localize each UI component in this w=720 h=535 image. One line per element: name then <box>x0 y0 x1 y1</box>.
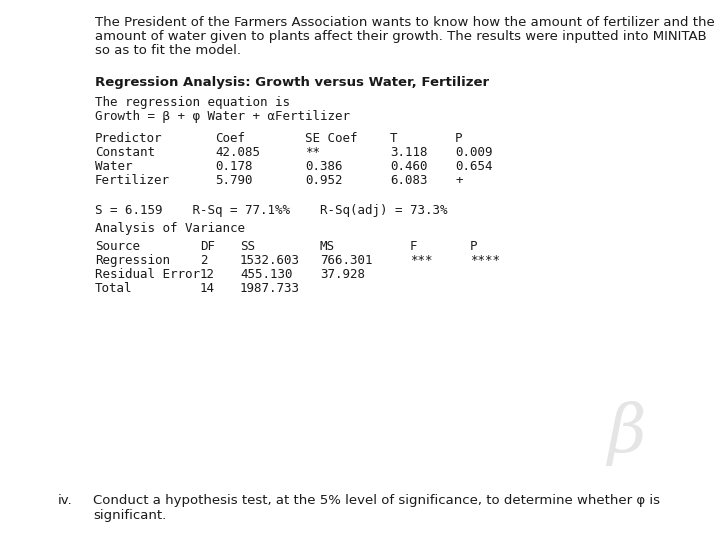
Text: +: + <box>455 174 462 187</box>
Text: Conduct a hypothesis test, at the 5% level of significance, to determine whether: Conduct a hypothesis test, at the 5% lev… <box>93 494 660 507</box>
Text: P: P <box>455 132 462 145</box>
Text: F: F <box>410 240 418 253</box>
Text: The regression equation is: The regression equation is <box>95 96 290 109</box>
Text: Source: Source <box>95 240 140 253</box>
Text: 0.386: 0.386 <box>305 160 343 173</box>
Text: SS: SS <box>240 240 255 253</box>
Text: 37.928: 37.928 <box>320 268 365 281</box>
Text: SE Coef: SE Coef <box>305 132 358 145</box>
Text: Growth = β + φ Water + αFertilizer: Growth = β + φ Water + αFertilizer <box>95 110 350 123</box>
Text: Analysis of Variance: Analysis of Variance <box>95 222 245 235</box>
Text: Residual Error: Residual Error <box>95 268 200 281</box>
Text: β: β <box>607 401 646 466</box>
Text: Coef: Coef <box>215 132 245 145</box>
Text: 1987.733: 1987.733 <box>240 282 300 295</box>
Text: Water: Water <box>95 160 132 173</box>
Text: 0.654: 0.654 <box>455 160 492 173</box>
Text: amount of water given to plants affect their growth. The results were inputted i: amount of water given to plants affect t… <box>95 30 707 43</box>
Text: Predictor: Predictor <box>95 132 163 145</box>
Text: 12: 12 <box>200 268 215 281</box>
Text: 42.085: 42.085 <box>215 146 260 159</box>
Text: 766.301: 766.301 <box>320 254 372 267</box>
Text: 0.952: 0.952 <box>305 174 343 187</box>
Text: MS: MS <box>320 240 335 253</box>
Text: 14: 14 <box>200 282 215 295</box>
Text: S = 6.159    R-Sq = 77.1%%    R-Sq(adj) = 73.3%: S = 6.159 R-Sq = 77.1%% R-Sq(adj) = 73.3… <box>95 204 448 217</box>
Text: Total: Total <box>95 282 132 295</box>
Text: Constant: Constant <box>95 146 155 159</box>
Text: so as to fit the model.: so as to fit the model. <box>95 44 241 57</box>
Text: T: T <box>390 132 397 145</box>
Text: 2: 2 <box>200 254 207 267</box>
Text: significant.: significant. <box>93 509 166 522</box>
Text: 1532.603: 1532.603 <box>240 254 300 267</box>
Text: 0.009: 0.009 <box>455 146 492 159</box>
Text: **: ** <box>305 146 320 159</box>
Text: 6.083: 6.083 <box>390 174 428 187</box>
Text: 0.460: 0.460 <box>390 160 428 173</box>
Text: Regression Analysis: Growth versus Water, Fertilizer: Regression Analysis: Growth versus Water… <box>95 76 489 89</box>
Text: iv.: iv. <box>58 494 73 507</box>
Text: DF: DF <box>200 240 215 253</box>
Text: P: P <box>470 240 477 253</box>
Text: ***: *** <box>410 254 433 267</box>
Text: 5.790: 5.790 <box>215 174 253 187</box>
Text: 3.118: 3.118 <box>390 146 428 159</box>
Text: Fertilizer: Fertilizer <box>95 174 170 187</box>
Text: ****: **** <box>470 254 500 267</box>
Text: 0.178: 0.178 <box>215 160 253 173</box>
Text: 455.130: 455.130 <box>240 268 292 281</box>
Text: The President of the Farmers Association wants to know how the amount of fertili: The President of the Farmers Association… <box>95 16 715 29</box>
Text: Regression: Regression <box>95 254 170 267</box>
